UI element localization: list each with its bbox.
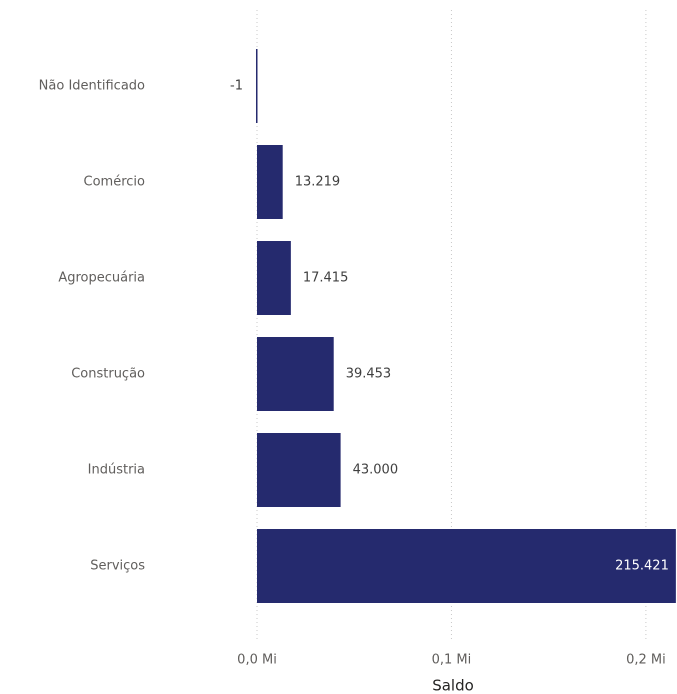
bar <box>257 145 283 219</box>
value-label: 39.453 <box>346 367 392 382</box>
value-label: 17.415 <box>303 271 349 286</box>
x-tick-label: 0,1 Mi <box>432 653 472 668</box>
bar <box>257 241 291 315</box>
y-tick-label: Comércio <box>84 175 146 190</box>
y-tick-label: Não Identificado <box>39 79 145 94</box>
value-label: -1 <box>230 79 243 94</box>
bar <box>257 433 341 507</box>
y-tick-label: Serviços <box>90 559 145 574</box>
x-tick-label: 0,2 Mi <box>626 653 666 668</box>
x-tick-label: 0,0 Mi <box>237 653 277 668</box>
y-tick-label: Construção <box>71 367 145 382</box>
value-label: 43.000 <box>353 463 399 478</box>
value-label: 13.219 <box>295 175 341 190</box>
value-label: 215.421 <box>615 559 669 574</box>
bar <box>255 49 258 123</box>
bar <box>257 337 334 411</box>
bar <box>257 529 676 603</box>
x-axis-title: Saldo <box>432 677 474 694</box>
y-tick-label: Indústria <box>88 463 145 478</box>
y-tick-label: Agropecuária <box>58 271 145 286</box>
